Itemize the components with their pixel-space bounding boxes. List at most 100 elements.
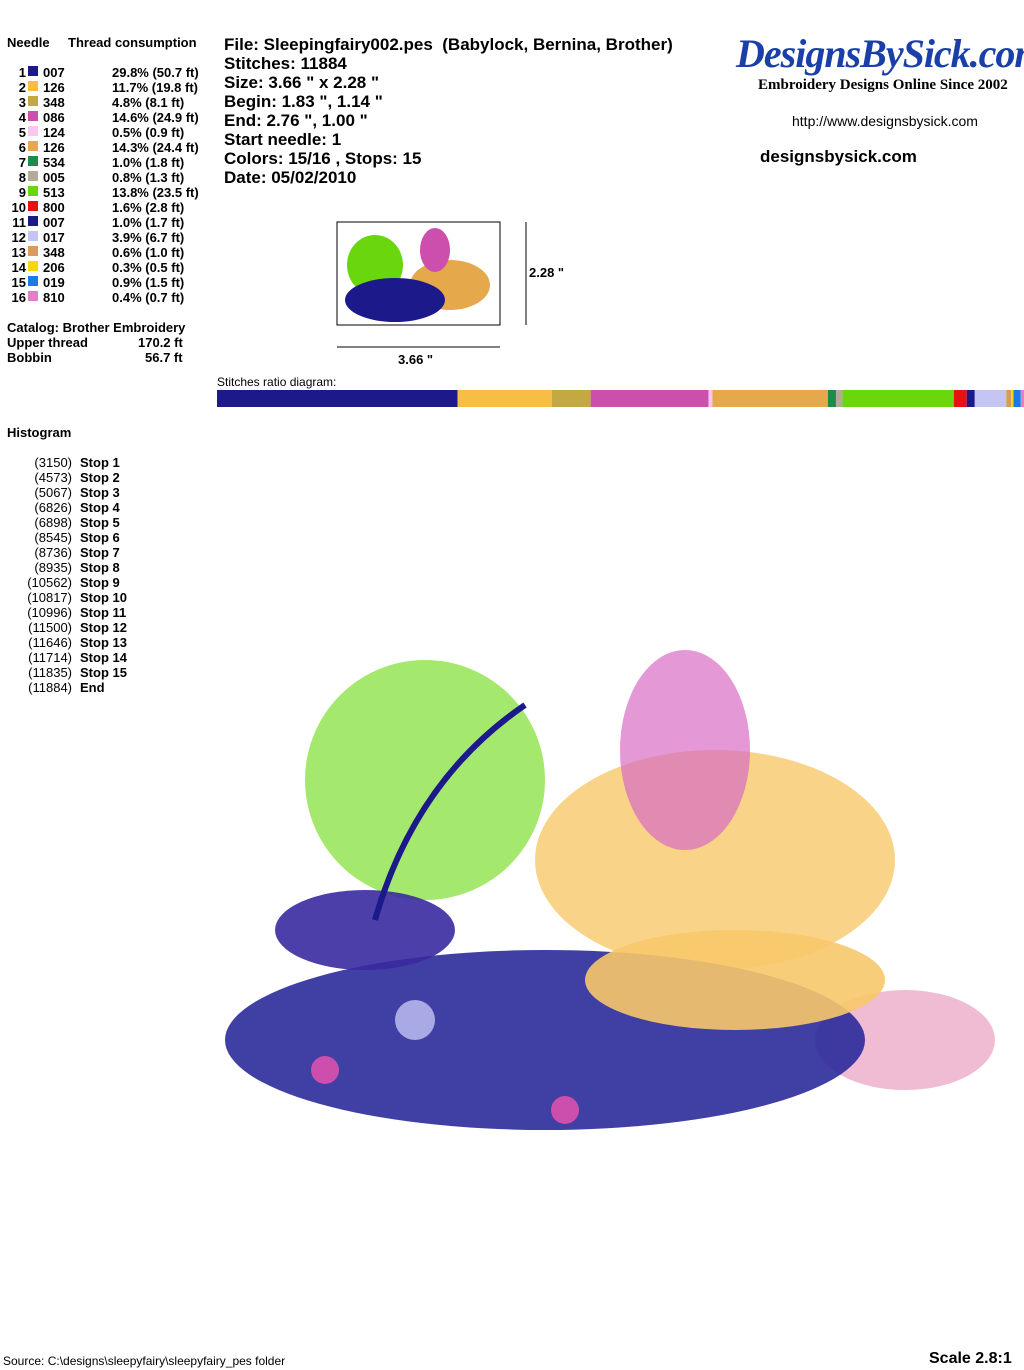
thread-code: 126 bbox=[43, 80, 65, 95]
thread-code: 800 bbox=[43, 200, 65, 215]
thread-consumption: 3.9% (6.7 ft) bbox=[112, 230, 185, 245]
logo: DesignsBySick.com bbox=[736, 31, 1024, 76]
dot bbox=[551, 1096, 579, 1124]
consumption-header: Thread consumption bbox=[68, 35, 197, 50]
ratio-segment bbox=[1006, 390, 1012, 407]
footer-source: Source: C:\designs\sleepyfairy\sleepyfai… bbox=[3, 1354, 286, 1368]
stop-stitches: (11500) bbox=[28, 620, 72, 635]
color-swatch bbox=[28, 231, 38, 241]
ratio-segment bbox=[457, 390, 552, 407]
thread-consumption: 0.5% (0.9 ft) bbox=[112, 125, 185, 140]
needle-number: 6 bbox=[18, 140, 26, 155]
histogram-title: Histogram bbox=[7, 425, 72, 440]
stop-stitches: (5067) bbox=[34, 485, 72, 500]
thread-consumption: 1.0% (1.7 ft) bbox=[112, 215, 185, 230]
needle-header: Needle bbox=[7, 35, 50, 50]
needle-number: 14 bbox=[11, 260, 26, 275]
color-swatch bbox=[28, 66, 38, 76]
stop-label: Stop 11 bbox=[80, 605, 127, 620]
needle-number: 2 bbox=[18, 80, 26, 95]
stop-label: Stop 3 bbox=[80, 485, 120, 500]
color-swatch bbox=[28, 186, 38, 196]
stop-label: Stop 4 bbox=[80, 500, 120, 515]
color-swatch bbox=[28, 126, 38, 136]
color-swatch bbox=[28, 261, 38, 271]
ratio-segment bbox=[827, 390, 836, 407]
stop-label: Stop 6 bbox=[80, 530, 120, 545]
stop-label: Stop 13 bbox=[80, 635, 127, 650]
stop-stitches: (11835) bbox=[28, 665, 72, 680]
thread-code: 086 bbox=[43, 110, 65, 125]
thread-consumption: 0.3% (0.5 ft) bbox=[112, 260, 185, 275]
info-line: Size: 3.66 " x 2.28 " bbox=[224, 73, 380, 92]
thread-consumption: 14.3% (24.4 ft) bbox=[112, 140, 199, 155]
needle-number: 8 bbox=[18, 170, 26, 185]
stop-stitches: (8736) bbox=[34, 545, 72, 560]
needle-number: 9 bbox=[18, 185, 26, 200]
color-swatch bbox=[28, 96, 38, 106]
needle-number: 3 bbox=[18, 95, 26, 110]
catalog-value: 170.2 ft bbox=[138, 335, 183, 350]
body-shape bbox=[535, 750, 895, 970]
stop-label: Stop 14 bbox=[80, 650, 127, 665]
thread-consumption: 13.8% (23.5 ft) bbox=[112, 185, 199, 200]
stop-label: Stop 10 bbox=[80, 590, 127, 605]
stop-label: Stop 7 bbox=[80, 545, 120, 560]
stop-stitches: (6826) bbox=[34, 500, 72, 515]
stop-stitches: (8545) bbox=[34, 530, 72, 545]
catalog-value: 56.7 ft bbox=[145, 350, 183, 365]
thread-code: 007 bbox=[43, 215, 65, 230]
catalog-title: Catalog: Brother Embroidery bbox=[7, 320, 186, 335]
footer-scale: Scale 2.8:1 bbox=[929, 1350, 1012, 1367]
flower bbox=[395, 1000, 435, 1040]
color-swatch bbox=[28, 156, 38, 166]
thread-code: 534 bbox=[43, 155, 65, 170]
stop-label: Stop 8 bbox=[80, 560, 120, 575]
stop-stitches: (11646) bbox=[28, 635, 72, 650]
color-swatch bbox=[28, 276, 38, 286]
logo-site: designsbysick.com bbox=[760, 147, 917, 166]
needle-number: 13 bbox=[11, 245, 26, 260]
catalog-label: Upper thread bbox=[7, 335, 88, 350]
ratio-segment bbox=[590, 390, 709, 407]
catalog-label: Bobbin bbox=[7, 350, 52, 365]
color-swatch bbox=[28, 291, 38, 301]
thread-consumption: 14.6% (24.9 ft) bbox=[112, 110, 199, 125]
needle-number: 16 bbox=[11, 290, 26, 305]
height-label: 2.28 " bbox=[529, 265, 564, 280]
stop-stitches: (11884) bbox=[28, 680, 72, 695]
thread-code: 124 bbox=[43, 125, 65, 140]
stem bbox=[372, 702, 527, 921]
stop-stitches: (8935) bbox=[34, 560, 72, 575]
pillow-shape bbox=[275, 890, 455, 970]
thread-code: 348 bbox=[43, 245, 65, 260]
needle-number: 10 bbox=[11, 200, 26, 215]
logo-tagline: Embroidery Designs Online Since 2002 bbox=[758, 77, 1008, 93]
color-swatch bbox=[28, 141, 38, 151]
leaf-shape bbox=[305, 660, 545, 900]
ratio-segment bbox=[835, 390, 843, 407]
ratio-bar bbox=[217, 390, 1024, 407]
color-swatch bbox=[28, 246, 38, 256]
needle-number: 5 bbox=[18, 125, 26, 140]
stop-label: Stop 9 bbox=[80, 575, 120, 590]
thread-code: 513 bbox=[43, 185, 65, 200]
ratio-segment bbox=[1013, 390, 1021, 407]
info-line: Start needle: 1 bbox=[224, 130, 342, 149]
stop-label: Stop 2 bbox=[80, 470, 120, 485]
color-swatch bbox=[28, 111, 38, 121]
ratio-segment bbox=[953, 390, 967, 407]
thread-consumption: 1.6% (2.8 ft) bbox=[112, 200, 185, 215]
thread-code: 810 bbox=[43, 290, 65, 305]
ratio-segment bbox=[974, 390, 1007, 407]
thread-consumption: 11.7% (19.8 ft) bbox=[112, 80, 198, 95]
thumb-shape bbox=[345, 278, 445, 322]
sock-shape bbox=[815, 990, 995, 1090]
stop-stitches: (11714) bbox=[28, 650, 72, 665]
color-swatch bbox=[28, 81, 38, 91]
thread-code: 348 bbox=[43, 95, 65, 110]
thread-code: 007 bbox=[43, 65, 65, 80]
thread-code: 005 bbox=[43, 170, 65, 185]
stop-stitches: (10817) bbox=[27, 590, 72, 605]
arm-shape bbox=[585, 930, 885, 1030]
